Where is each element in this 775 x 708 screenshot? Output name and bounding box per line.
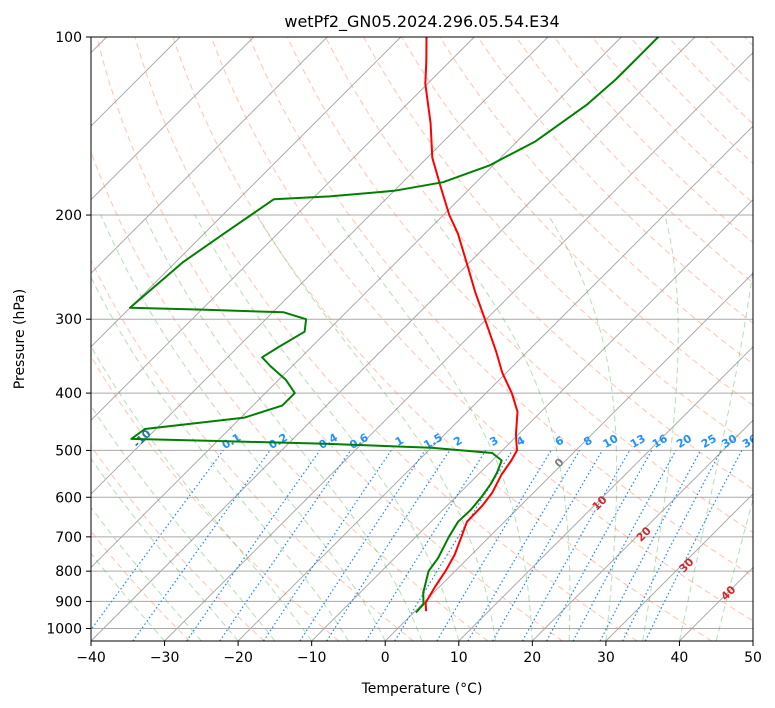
mixing-ratio-line bbox=[262, 450, 392, 641]
axes: −40 −30 −20 −10 0 10 20 30 40 50 100 200 300 400 500 60… bbox=[46, 30, 762, 666]
y-tick-label: 1000 bbox=[46, 622, 82, 638]
x-axis-label: Temperature (°C) bbox=[361, 681, 483, 697]
chart-title: wetPf2_GN05.2024.296.05.54.E34 bbox=[284, 12, 559, 32]
moist-adiabat-line bbox=[100, 214, 386, 641]
x-tick-label: 20 bbox=[523, 650, 541, 666]
y-tick-label: 500 bbox=[55, 443, 82, 459]
moist-adiabat-line bbox=[256, 214, 497, 641]
moist-adiabat-line bbox=[678, 264, 753, 641]
moist-adiabat-line bbox=[642, 214, 679, 641]
x-tick-label: −10 bbox=[297, 650, 327, 666]
background-lines bbox=[91, 37, 753, 641]
isotherm-line bbox=[91, 37, 696, 641]
isotherm-line bbox=[384, 272, 753, 641]
moist-adiabat-line bbox=[333, 214, 533, 641]
isotherm-line bbox=[91, 37, 622, 569]
mixing-ratio-line bbox=[132, 450, 271, 641]
dry-adiabat-line bbox=[91, 259, 414, 641]
isotherm-line bbox=[91, 37, 549, 495]
isotherm-line bbox=[237, 125, 753, 641]
dry-adiabat-line bbox=[91, 444, 265, 641]
isotherm-line bbox=[91, 37, 402, 348]
mixing-ratio-line bbox=[299, 450, 426, 641]
dry-adiabat-line bbox=[91, 355, 340, 641]
plot-frame bbox=[90, 36, 754, 642]
mixing-ratio-line bbox=[644, 450, 743, 641]
x-tick-label: −30 bbox=[150, 650, 180, 666]
dry-adiabat-line bbox=[515, 37, 753, 284]
y-tick-label: 300 bbox=[55, 312, 82, 328]
x-tick-label: 50 bbox=[744, 650, 762, 666]
dry-adiabat-line bbox=[210, 37, 753, 622]
y-tick-label: 200 bbox=[55, 208, 82, 224]
moist-adiabat-line bbox=[91, 345, 313, 641]
isotherm-line bbox=[91, 37, 328, 274]
dry-adiabat-line bbox=[134, 37, 638, 641]
moist-adiabat-line bbox=[143, 214, 423, 641]
isotherm-line bbox=[164, 51, 753, 641]
temperature-profile-line bbox=[424, 37, 519, 612]
dry-adiabat-line bbox=[286, 37, 753, 534]
y-tick-label: 800 bbox=[55, 564, 82, 580]
x-tick-label: 40 bbox=[670, 650, 688, 666]
dry-adiabat-line bbox=[248, 37, 753, 577]
mixing-ratio-line bbox=[219, 450, 352, 641]
isopleth-labels: 0.10.20.40.611.52346810131620253036-100-… bbox=[131, 427, 753, 603]
isotherm-line bbox=[91, 37, 255, 201]
moist-adiabat-line bbox=[91, 457, 239, 641]
isotherm-line bbox=[91, 37, 475, 422]
moist-adiabat-line bbox=[547, 214, 618, 641]
mixing-ratio-line bbox=[546, 450, 653, 641]
dewpoint-profile-line bbox=[129, 37, 659, 614]
isotherm-line bbox=[311, 198, 753, 641]
x-tick-label: 30 bbox=[597, 650, 615, 666]
dry-adiabat-line bbox=[172, 37, 713, 641]
isotherm-line bbox=[531, 419, 753, 641]
mixing-ratio-line bbox=[326, 450, 451, 641]
dry-adiabat-line bbox=[96, 37, 563, 641]
mixing-ratio-line bbox=[186, 450, 321, 641]
x-tick-label: −20 bbox=[223, 650, 253, 666]
isotherm-line bbox=[605, 493, 753, 641]
profile-series bbox=[129, 37, 659, 614]
y-tick-label: 600 bbox=[55, 490, 82, 506]
dry-adiabat-line bbox=[325, 37, 753, 490]
y-tick-label: 900 bbox=[55, 594, 82, 610]
moist-adiabat-line bbox=[194, 214, 460, 641]
y-tick-label: 700 bbox=[55, 530, 82, 546]
y-axis-label: Pressure (hPa) bbox=[12, 289, 28, 389]
y-tick-label: 400 bbox=[55, 386, 82, 402]
moist-adiabat-line bbox=[91, 404, 276, 641]
x-tick-label: 10 bbox=[450, 650, 468, 666]
mixing-ratio-line bbox=[521, 450, 631, 641]
x-tick-label: −40 bbox=[76, 650, 106, 666]
mixing-ratio-line bbox=[91, 450, 224, 631]
y-tick-label: 100 bbox=[55, 30, 82, 46]
moist-adiabat-line bbox=[431, 214, 571, 641]
mixing-ratio-line bbox=[572, 450, 677, 641]
isotherm-line bbox=[458, 346, 753, 641]
x-tick-label: 0 bbox=[381, 650, 390, 666]
mixing-ratio-line bbox=[394, 450, 513, 641]
